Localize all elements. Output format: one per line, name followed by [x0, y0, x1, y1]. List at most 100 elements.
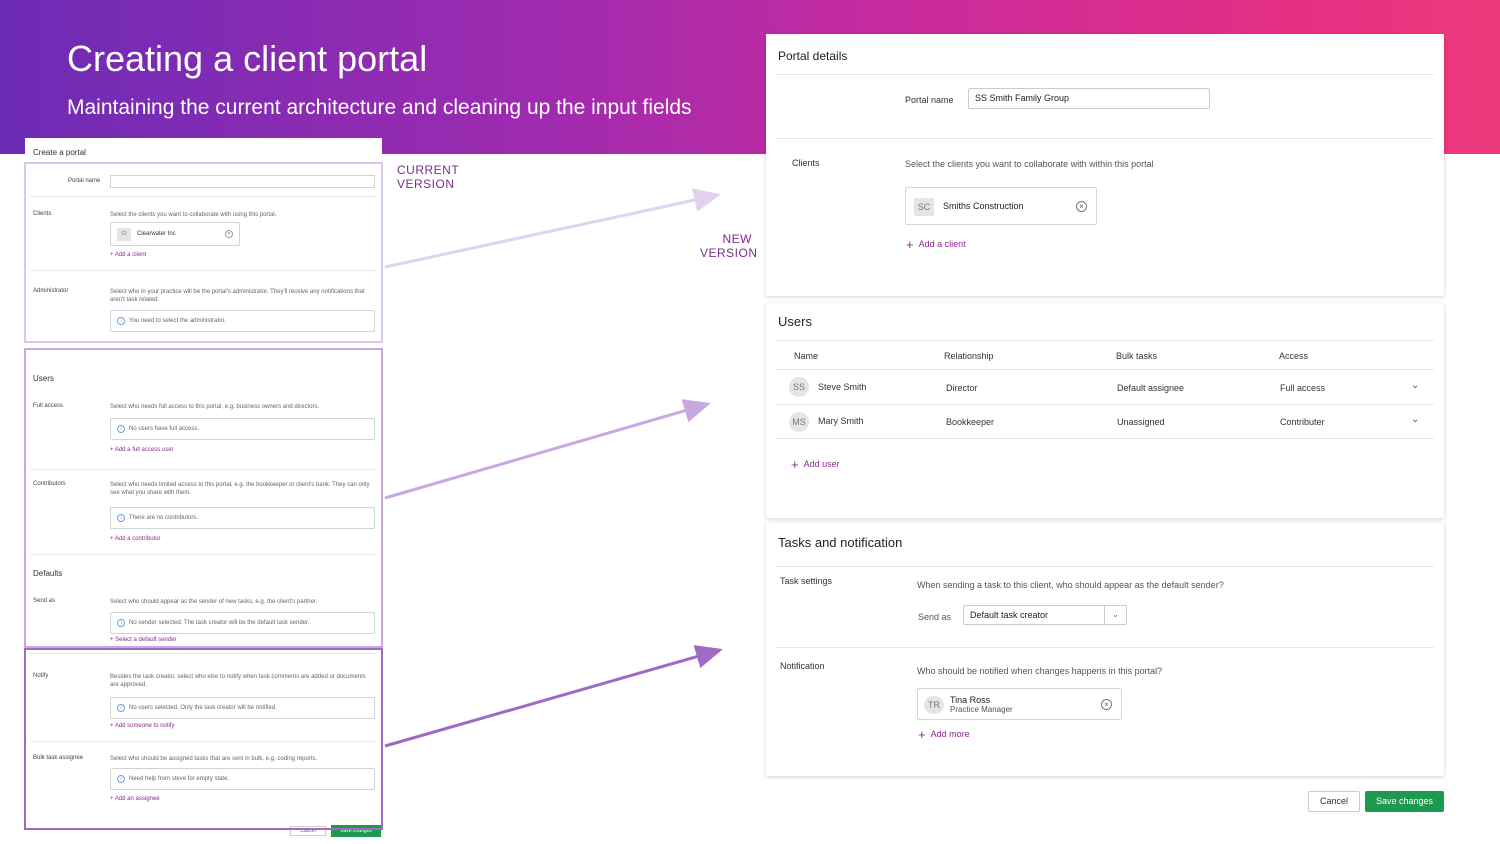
- save-changes-button[interactable]: Save changes: [1365, 791, 1444, 812]
- clients-label: Clients: [792, 158, 820, 168]
- divider: [776, 647, 1434, 648]
- users-card: [766, 303, 1444, 518]
- user-bulk-tasks: Default assignee: [1117, 383, 1185, 393]
- link-label: Add a client: [114, 252, 147, 258]
- send-as-label: Send as: [918, 612, 952, 622]
- info-icon: i: [117, 619, 125, 627]
- tasks-title: Tasks and notification: [778, 535, 903, 550]
- link-label: Select a default sender: [115, 637, 177, 643]
- empty-text: No users selected. Only the task creator…: [129, 705, 277, 711]
- avatar: TR: [924, 696, 944, 714]
- old-send-as-desc: Select who should appear as the sender o…: [110, 599, 318, 605]
- arrow-tasks: [384, 645, 723, 748]
- arrow-users: [384, 399, 711, 500]
- current-version-tag: CURRENT VERSION: [397, 163, 459, 191]
- divider: [30, 270, 377, 271]
- old-client-chip[interactable]: CI Clearwater Inc ×: [110, 222, 240, 246]
- old-full-access-field[interactable]: i No users have full access.: [110, 418, 375, 440]
- old-send-as-label: Send as: [33, 598, 56, 604]
- task-settings-label: Task settings: [780, 576, 833, 586]
- tasks-card: [766, 523, 1444, 776]
- old-defaults-title: Defaults: [33, 569, 63, 578]
- link-label: Add an assignee: [114, 796, 160, 802]
- client-chip[interactable]: SC Smiths Construction ×: [905, 187, 1097, 225]
- old-full-access-desc: Select who needs full access to this por…: [110, 404, 320, 410]
- client-chip-name: Clearwater Inc: [137, 231, 176, 237]
- select-value: Default task creator: [970, 610, 1049, 620]
- notify-user-name: Tina Ross: [950, 695, 991, 705]
- old-admin-empty-field[interactable]: i You need to select the administrator.: [110, 310, 375, 332]
- chevron-down-icon[interactable]: ⌄: [1411, 414, 1420, 425]
- col-header-name: Name: [794, 351, 819, 361]
- tag-line: VERSION: [700, 246, 758, 260]
- page-subtitle: Maintaining the current architecture and…: [67, 96, 692, 119]
- chevron-down-icon: ⌄: [1104, 606, 1126, 624]
- link-label: Add someone to notify: [114, 723, 175, 729]
- old-contributors-label: Contributors: [33, 481, 66, 487]
- col-header-bulk-tasks: Bulk tasks: [1116, 351, 1158, 361]
- old-clients-label: Clients: [33, 211, 52, 217]
- old-add-notify-link[interactable]: + Add someone to notify: [110, 723, 175, 729]
- divider: [30, 554, 377, 555]
- link-label: Add more: [930, 729, 970, 739]
- old-portal-name-input[interactable]: [110, 175, 375, 188]
- old-notify-label: Notify: [33, 673, 49, 679]
- old-notify-field[interactable]: i No users selected. Only the task creato…: [110, 697, 375, 719]
- portal-details-title: Portal details: [778, 49, 848, 63]
- empty-text: You need to select the administrator.: [129, 318, 226, 324]
- plus-icon: +: [110, 796, 115, 802]
- old-bulk-label: Bulk task assignee: [33, 755, 84, 761]
- divider: [776, 340, 1434, 341]
- link-label: Add a client: [918, 239, 966, 249]
- old-add-client-link[interactable]: + Add a client: [110, 252, 146, 258]
- user-access: Contributer: [1280, 417, 1325, 427]
- plus-icon: +: [791, 457, 799, 472]
- notify-user-chip[interactable]: TR Tina Ross Practice Manager ×: [917, 688, 1122, 720]
- new-version-tag: NEW VERSION: [700, 232, 758, 260]
- arrow-portal: [384, 188, 721, 269]
- info-icon: i: [117, 425, 125, 433]
- close-icon[interactable]: ×: [225, 230, 233, 238]
- old-add-full-access-link[interactable]: + Add a full access user: [110, 447, 174, 453]
- divider: [776, 369, 1434, 370]
- portal-name-input[interactable]: SS Smith Family Group: [968, 88, 1210, 109]
- close-icon[interactable]: ×: [1101, 699, 1112, 710]
- divider: [30, 653, 377, 654]
- old-select-default-sender-link[interactable]: + Select a default sender: [110, 637, 177, 643]
- old-portal-name-label: Portal name: [68, 178, 101, 184]
- info-icon: i: [117, 317, 125, 325]
- plus-icon: +: [110, 447, 115, 453]
- send-as-select[interactable]: Default task creator ⌄: [963, 605, 1127, 625]
- close-icon[interactable]: ×: [1076, 201, 1087, 212]
- old-bulk-field[interactable]: i Need help from steve for empty state.: [110, 768, 375, 790]
- plus-icon: +: [110, 536, 115, 542]
- old-notify-desc: Besides the task creator, select who els…: [110, 674, 366, 688]
- old-send-as-field[interactable]: i No sender selected. The task creator wi…: [110, 612, 375, 634]
- page-title: Creating a client portal: [67, 38, 428, 79]
- user-relationship: Bookkeeper: [946, 417, 995, 427]
- old-admin-label: Administrator: [33, 288, 69, 294]
- old-admin-desc: Select who in your practice will be the …: [110, 289, 365, 303]
- empty-text: No users have full access.: [129, 426, 200, 432]
- cancel-button[interactable]: Cancel: [1308, 791, 1360, 812]
- divider: [30, 469, 377, 470]
- plus-icon: +: [918, 727, 926, 742]
- clients-desc: Select the clients you want to collabora…: [905, 159, 1154, 169]
- old-contributors-desc: Select who needs limited access to this …: [110, 482, 370, 496]
- old-add-contributor-link[interactable]: + Add a contributor: [110, 536, 161, 542]
- chevron-down-icon[interactable]: ⌄: [1411, 380, 1420, 391]
- client-chip-name: Smiths Construction: [943, 201, 1024, 211]
- tag-line: CURRENT: [397, 163, 460, 177]
- plus-icon: +: [110, 637, 116, 643]
- user-name: Mary Smith: [818, 416, 864, 426]
- empty-text: No sender selected. The task creator wil…: [129, 620, 310, 626]
- old-add-assignee-link[interactable]: + Add an assignee: [110, 796, 160, 802]
- add-more-link[interactable]: + Add more: [918, 727, 970, 742]
- old-contributors-field[interactable]: i There are no contributors.: [110, 507, 375, 529]
- link-label: Add a full access user: [114, 447, 174, 453]
- add-user-link[interactable]: + Add user: [791, 457, 840, 472]
- add-client-link[interactable]: + Add a client: [906, 237, 966, 252]
- info-icon: i: [117, 704, 125, 712]
- old-cancel-button[interactable]: Cancel: [290, 826, 326, 836]
